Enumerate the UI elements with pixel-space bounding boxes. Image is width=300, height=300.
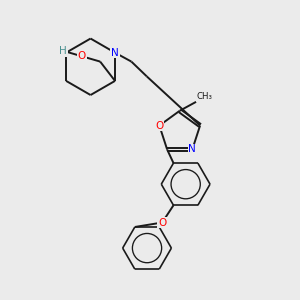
Text: O: O [155, 121, 164, 130]
Text: CH₃: CH₃ [197, 92, 213, 101]
Text: H: H [59, 46, 67, 56]
Text: O: O [158, 218, 166, 227]
Text: O: O [78, 51, 86, 61]
Text: N: N [111, 48, 119, 58]
Text: N: N [188, 145, 196, 154]
